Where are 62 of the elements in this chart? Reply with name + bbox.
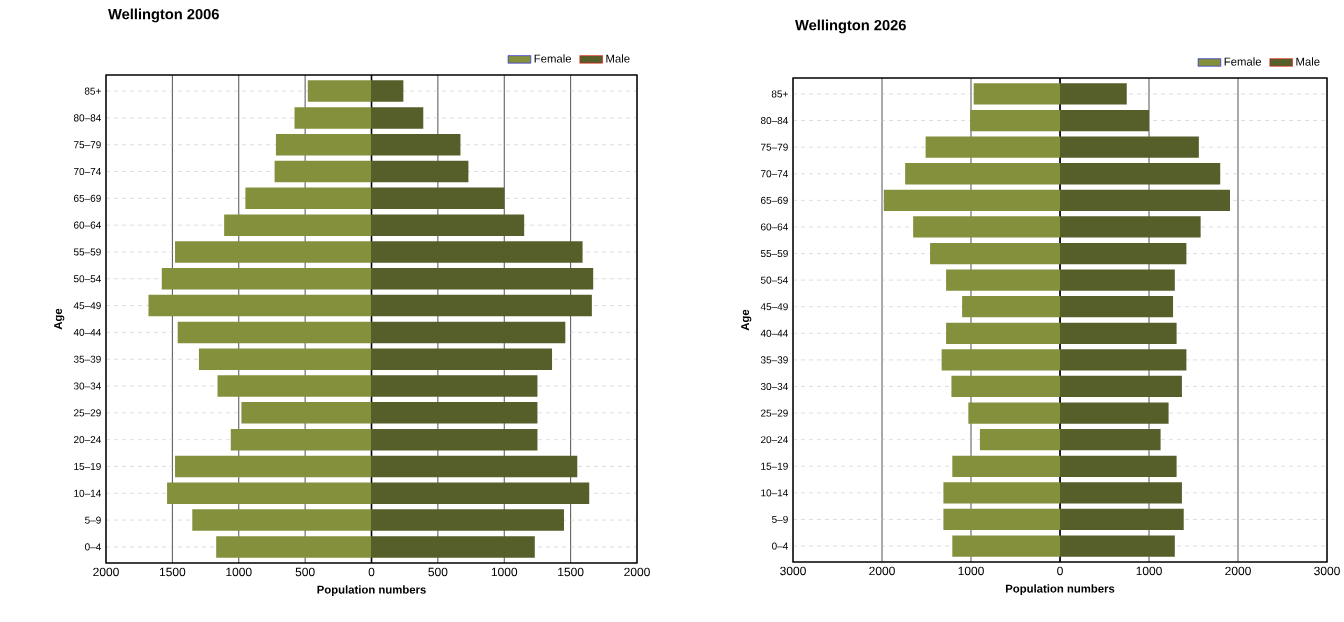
y-tick-label: 75–79 (761, 143, 788, 151)
legend-label: Male (606, 54, 630, 63)
y-tick-label: 70–74 (761, 170, 788, 178)
y-tick-label: 60–64 (760, 223, 788, 231)
y-tick-label: 60–64 (73, 221, 101, 229)
y-tick-label: 25–29 (73, 409, 101, 417)
y-tick-label: 85+ (84, 87, 101, 95)
chart-title: Wellington 2006 (108, 8, 219, 23)
y-tick-label: 10–14 (761, 489, 788, 497)
y-tick-label: 80–84 (73, 114, 101, 122)
y-axis-title: Age (54, 308, 65, 330)
y-tick-label: 55–59 (760, 249, 788, 258)
y-tick-label: 10–14 (74, 489, 101, 497)
y-tick-label: 35–39 (73, 355, 101, 363)
y-tick-label: 15–19 (761, 462, 788, 470)
legend-label: Male (1296, 57, 1320, 66)
chart-title: Wellington 2026 (795, 19, 906, 34)
x-tick-label: 1000 (1136, 566, 1162, 576)
x-tick-label: 0 (368, 567, 375, 577)
y-tick-label: 0–4 (772, 542, 789, 550)
x-tick-label: 1500 (159, 567, 186, 577)
x-tick-label: 3000 (780, 566, 806, 576)
y-tick-label: 50–54 (73, 275, 101, 283)
y-tick-label: 50–54 (760, 276, 788, 284)
y-tick-label: 35–39 (760, 356, 788, 364)
y-tick-label: 55–59 (73, 248, 101, 256)
legend-label: Female (1224, 57, 1262, 66)
x-tick-label: 3000 (1314, 566, 1340, 576)
x-tick-label: 500 (428, 567, 448, 577)
y-tick-label: 15–19 (74, 462, 101, 471)
x-tick-label: 2000 (1225, 566, 1251, 576)
y-tick-label: 20–24 (73, 436, 101, 444)
y-tick-label: 5–9 (772, 515, 788, 523)
y-tick-label: 65–69 (760, 196, 788, 204)
x-tick-label: 2000 (93, 567, 119, 577)
y-tick-label: 75–79 (74, 141, 101, 149)
x-tick-label: 1000 (491, 567, 518, 577)
y-tick-label: 40–44 (760, 329, 788, 337)
legend-label: Female (534, 54, 572, 63)
x-tick-label: 1000 (958, 566, 984, 576)
y-tick-label: 30–34 (73, 382, 101, 390)
x-tick-label: 2000 (869, 566, 895, 576)
y-tick-label: 80–84 (760, 117, 788, 125)
y-tick-label: 70–74 (74, 167, 101, 176)
x-tick-label: 500 (295, 567, 315, 577)
y-tick-label: 85+ (771, 90, 788, 98)
y-tick-label: 45–49 (73, 302, 101, 310)
x-tick-label: 1500 (558, 567, 584, 577)
y-tick-label: 0–4 (85, 543, 101, 551)
x-axis-title: Population numbers (317, 585, 426, 596)
y-tick-label: 5–9 (85, 516, 101, 524)
x-tick-label: 1000 (226, 567, 252, 577)
x-tick-label: 2000 (624, 567, 650, 577)
y-tick-label: 40–44 (73, 328, 101, 336)
y-axis-title: Age (741, 309, 752, 331)
y-tick-label: 20–24 (760, 436, 788, 444)
x-tick-label: 0 (1057, 566, 1063, 576)
y-tick-label: 25–29 (760, 409, 788, 417)
y-tick-label: 30–34 (760, 382, 788, 391)
x-axis-title: Population numbers (1005, 584, 1115, 595)
y-tick-label: 45–49 (760, 303, 788, 311)
y-tick-label: 65–69 (73, 194, 101, 202)
